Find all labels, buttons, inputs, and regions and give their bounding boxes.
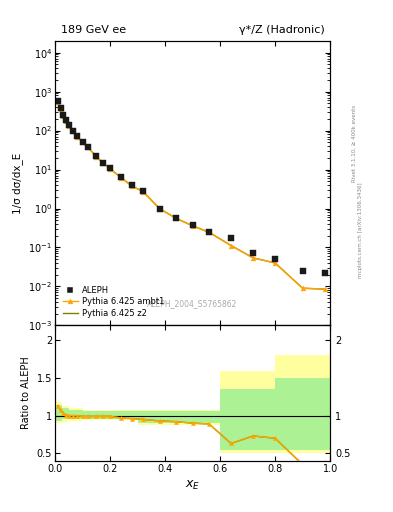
Text: ALEPH_2004_S5765862: ALEPH_2004_S5765862 (147, 300, 238, 308)
Text: mcplots.cern.ch [arXiv:1306.3436]: mcplots.cern.ch [arXiv:1306.3436] (358, 183, 363, 278)
Y-axis label: Ratio to ALEPH: Ratio to ALEPH (21, 357, 31, 430)
Legend: ALEPH, Pythia 6.425 ambt1, Pythia 6.425 z2: ALEPH, Pythia 6.425 ambt1, Pythia 6.425 … (59, 283, 167, 321)
Y-axis label: 1/σ dσ/dx_E: 1/σ dσ/dx_E (12, 153, 23, 214)
Text: Rivet 3.1.10, ≥ 400k events: Rivet 3.1.10, ≥ 400k events (352, 105, 357, 182)
X-axis label: $x_E$: $x_E$ (185, 479, 200, 492)
Text: γ*/Z (Hadronic): γ*/Z (Hadronic) (239, 25, 325, 35)
Text: 189 GeV ee: 189 GeV ee (61, 25, 126, 35)
